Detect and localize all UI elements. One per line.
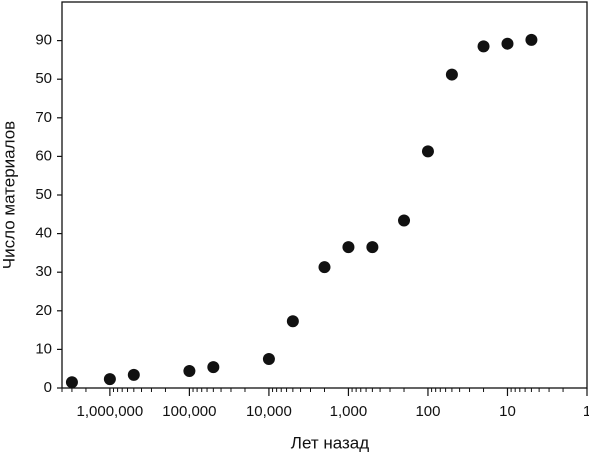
y-tick-label: 90 [35,32,52,49]
data-point [398,214,411,227]
data-point [318,261,331,274]
x-tick-label: 10,000 [246,403,292,420]
y-tick-label: 20 [35,302,52,319]
y-tick-label: 50 [35,70,52,87]
y-tick-label: 60 [35,147,52,164]
data-point [342,241,355,254]
x-tick-label: 1,000 [330,403,368,420]
data-point [286,315,299,328]
x-axis-label: Лет назад [291,433,369,452]
x-tick-label: 1,000,000 [77,403,144,420]
data-point [421,145,434,158]
x-tick-label: 10 [499,403,516,420]
data-point [127,368,140,381]
data-point [65,376,78,389]
data-point [207,361,220,374]
data-point [525,33,538,46]
data-point [366,241,379,254]
data-point [183,365,196,378]
data-point [262,353,275,366]
y-tick-label: 30 [35,263,52,280]
y-tick-label: 70 [35,109,52,126]
x-tick-label: 1 [583,403,589,420]
data-point [477,40,490,53]
data-point [445,68,458,81]
y-tick-label: 0 [44,379,52,396]
data-point [501,37,514,50]
y-tick-label: 10 [35,340,52,357]
x-tick-label: 100 [415,403,440,420]
y-tick-label: 40 [35,225,52,242]
y-tick-label: 50 [35,186,52,203]
plot-frame [61,1,588,389]
data-point [103,373,116,386]
y-axis-label: Число материалов [0,121,18,269]
x-tick-label: 100,000 [162,403,216,420]
